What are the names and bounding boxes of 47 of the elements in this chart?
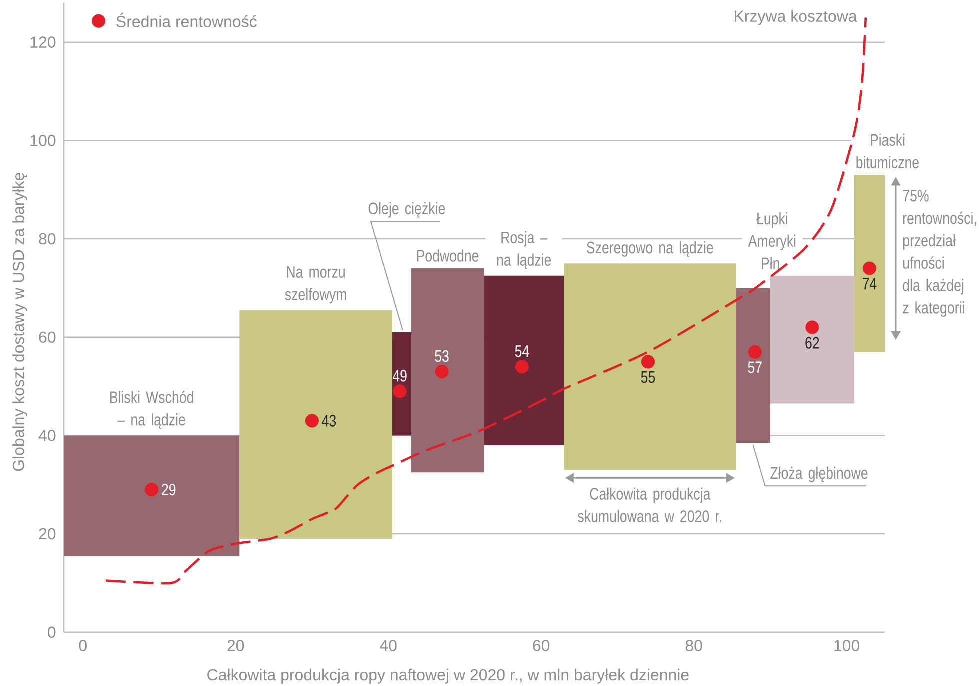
point — [305, 414, 319, 428]
annotation: Całkowita produkcja skumulowana w 2020 r. — [578, 488, 722, 522]
x-tick-label: 100 — [834, 640, 860, 652]
x-tick-label: 0 — [79, 640, 87, 652]
x-tick-label: 80 — [686, 640, 702, 652]
annotation: Złoża głębinowe — [770, 466, 868, 482]
point — [435, 365, 449, 379]
data-label: 49 — [392, 370, 407, 382]
data-label: 43 — [322, 415, 336, 427]
point — [862, 262, 876, 276]
annotation: Piaski bitumiczne — [856, 134, 919, 168]
data-label: 53 — [435, 350, 449, 362]
point — [145, 483, 159, 497]
annotation: Na morzu szelfowym — [285, 266, 346, 304]
point — [515, 360, 530, 374]
annotation: Bliski Wschód – na lądzie — [110, 390, 194, 430]
y-tick-label: 0 — [48, 626, 56, 638]
x-tick-label: 60 — [533, 640, 550, 652]
y-tick-label: 80 — [39, 233, 56, 245]
y-tick-label: 20 — [39, 528, 56, 540]
data-label: 74 — [862, 278, 877, 290]
data-label: 54 — [515, 346, 530, 358]
x-axis-title: Całkowita produkcja ropy naftowej w 2020 r., w mln baryłek dziennie — [208, 668, 689, 684]
annotation: Oleje ciężkie — [368, 202, 446, 218]
legend-label: Średnia rentowność — [116, 12, 257, 28]
annotation: Łupki Ameryki Płn. — [748, 212, 796, 270]
annotation: Szeregowo na lądzie — [587, 241, 714, 257]
point — [806, 320, 820, 334]
x-tick-label: 40 — [380, 640, 397, 652]
y-tick-label: 120 — [30, 36, 56, 48]
bar — [484, 276, 564, 446]
data-label: 29 — [162, 484, 176, 496]
data-label: 55 — [641, 372, 656, 384]
y-tick-label: 100 — [30, 135, 56, 146]
point — [641, 355, 656, 369]
y-tick-label: 40 — [38, 430, 56, 442]
data-label: 62 — [806, 337, 820, 349]
text: 75% rentowności, przedział ufności dla każdej z kategorii — [903, 190, 976, 318]
series-label: Krzywa kosztowa — [735, 10, 858, 26]
y-axis-title: Globalny koszt dostawy w USD za baryłkę — [12, 173, 28, 472]
annotation: Podwodne — [417, 250, 479, 262]
point — [748, 345, 762, 359]
annotation: Rosja – na lądzie — [497, 231, 552, 270]
x-tick-label: 20 — [228, 640, 244, 652]
data-label: 57 — [748, 362, 762, 374]
y-tick-label: 60 — [39, 332, 56, 344]
point — [393, 384, 407, 398]
